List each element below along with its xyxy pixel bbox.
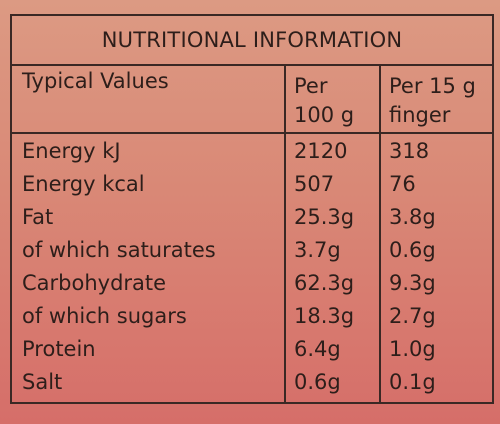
row-label: Protein (22, 337, 96, 361)
row-label: of which sugars (22, 304, 187, 328)
row-perfinger-value: 0.6g (389, 238, 436, 262)
row-perfinger-value: 76 (389, 172, 416, 196)
header-divider (12, 132, 492, 134)
row-per100-value: 25.3g (294, 205, 355, 229)
row-per100-value: 6.4g (294, 337, 341, 361)
row-per100-value: 18.3g (294, 304, 355, 328)
nutrition-table: NUTRITIONAL INFORMATION Typical Values P… (10, 14, 494, 404)
row-per100-value: 3.7g (294, 238, 341, 262)
header-per-finger-line1: Per 15 g (389, 74, 476, 98)
row-per100-value: 62.3g (294, 271, 355, 295)
row-per100-value: 507 (294, 172, 335, 196)
row-perfinger-value: 318 (389, 139, 430, 163)
header-per-100g-line1: Per (294, 74, 328, 98)
row-perfinger-value: 9.3g (389, 271, 436, 295)
header-per-100g-line2: 100 g (294, 103, 355, 127)
table-title: NUTRITIONAL INFORMATION (12, 16, 492, 66)
column-divider-1 (284, 64, 286, 402)
row-label: Fat (22, 205, 54, 229)
row-perfinger-value: 1.0g (389, 337, 436, 361)
row-label: Energy kcal (22, 172, 145, 196)
row-per100-value: 2120 (294, 139, 348, 163)
row-perfinger-value: 2.7g (389, 304, 436, 328)
row-per100-value: 0.6g (294, 370, 341, 394)
column-divider-2 (379, 64, 381, 402)
row-perfinger-value: 0.1g (389, 370, 436, 394)
row-perfinger-value: 3.8g (389, 205, 436, 229)
row-label: of which saturates (22, 238, 216, 262)
row-label: Carbohydrate (22, 271, 167, 295)
row-label: Energy kJ (22, 139, 121, 163)
header-per-finger-line2: finger (389, 103, 451, 127)
header-typical-values: Typical Values (22, 69, 169, 93)
row-label: Salt (22, 370, 63, 394)
